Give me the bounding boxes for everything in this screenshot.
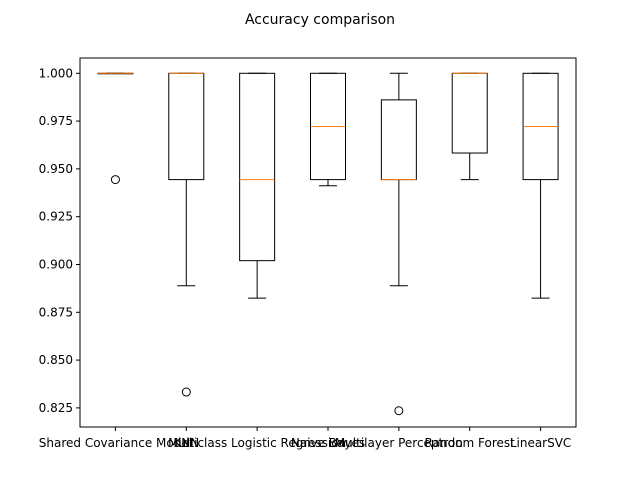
chart-title: Accuracy comparison [245,12,395,28]
y-tick-label: 0.925 [39,210,73,224]
box-4 [380,72,417,416]
y-tick-label: 0.950 [39,162,73,176]
box-iqr [451,72,488,154]
box-3 [310,72,346,187]
flier-point [394,406,404,416]
y-tick-label: 0.975 [39,114,73,128]
y-axis: 0.825 0.850 0.875 0.900 0.925 0.950 0.975 1.000 [39,66,80,415]
y-tick-label: 0.825 [39,401,73,415]
box-iqr [168,72,205,181]
box-2 [239,72,276,299]
box-6 [522,72,559,299]
plot-frame [79,57,577,428]
x-tick-label: Multiclass Logistic Regression [168,436,346,450]
flier-point [110,175,120,185]
box-iqr [380,99,417,181]
box-iqr [239,72,276,262]
y-tick-label: 1.000 [39,66,73,80]
x-tick-label: Random Forest [425,436,516,450]
y-tick-label: 0.900 [39,257,73,271]
x-tick-label: Shared Covariance Model [39,436,192,450]
x-tick-label: LinearSVC [510,436,572,450]
y-tick-label: 0.850 [39,353,73,367]
box-5 [451,72,488,181]
x-tick-label: Multilayer Perceptron [335,436,463,450]
x-tick-label: Naive Bayes [291,436,365,450]
boxes-group [97,72,559,416]
box-1 [168,72,205,397]
flier-point [181,387,191,397]
x-tick-label: KNN [173,436,199,450]
y-tick-label: 0.875 [39,305,73,319]
box-0 [97,72,134,185]
